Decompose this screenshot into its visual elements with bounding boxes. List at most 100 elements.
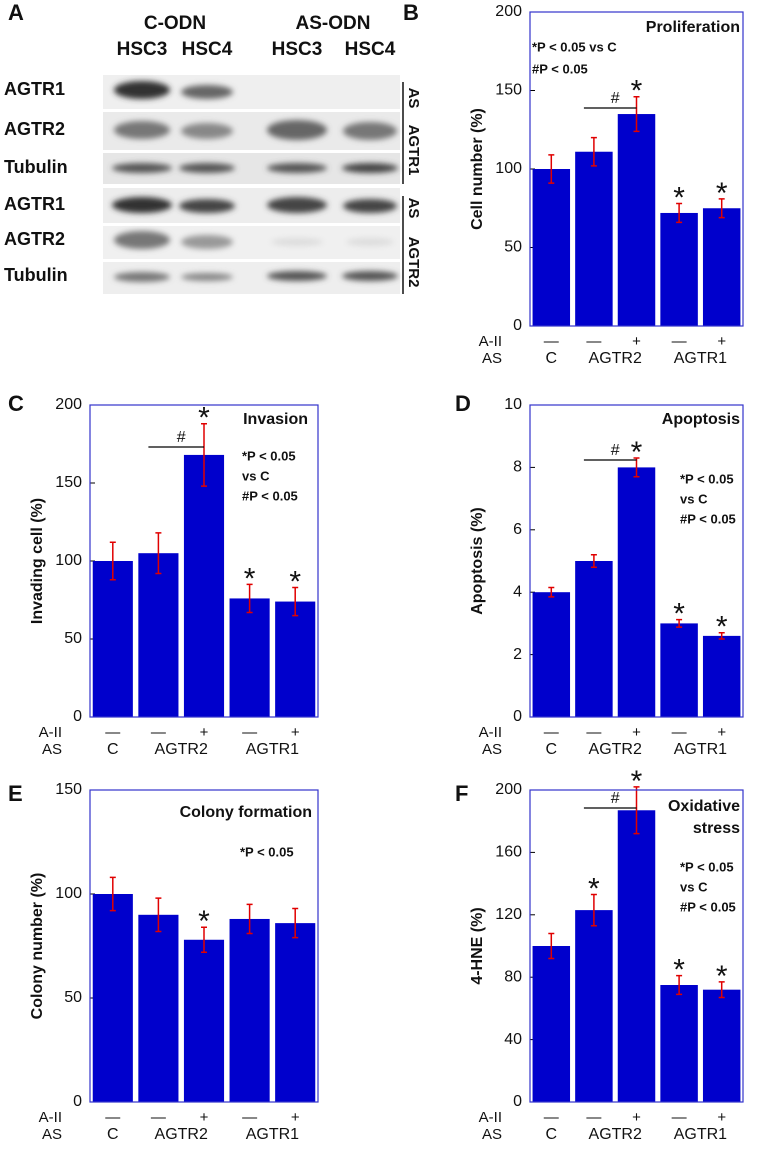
y-tick-label: 0 xyxy=(73,708,82,725)
significance-star: * xyxy=(673,954,685,987)
plot-frame xyxy=(89,789,319,1103)
y-axis-label: Invading cell (%) xyxy=(29,498,46,624)
error-bar xyxy=(201,926,207,953)
significance-star: * xyxy=(673,598,685,631)
significance-star: * xyxy=(631,436,643,469)
x-tick-label: + xyxy=(717,724,726,741)
significance-star: * xyxy=(244,562,256,595)
chart-title: Apoptosis xyxy=(662,411,740,428)
significance-star: * xyxy=(631,75,643,108)
plot-frame xyxy=(529,789,744,1103)
significance-star: * xyxy=(289,565,301,598)
group-label: AGTR2 xyxy=(589,1126,642,1143)
significance-star: * xyxy=(588,872,600,905)
y-axis-label: Apoptosis (%) xyxy=(469,507,486,615)
stat-note: *P < 0.05 xyxy=(680,471,734,486)
side-label: AS xyxy=(405,88,422,109)
x-tick-label: — xyxy=(586,333,601,350)
bracket-label: # xyxy=(611,790,620,807)
stat-note: #P < 0.05 xyxy=(680,511,736,526)
error-bar xyxy=(718,632,725,640)
row-title: A-II xyxy=(39,1109,62,1126)
row-label: Tubulin xyxy=(4,265,68,285)
stat-note: vs C xyxy=(242,468,270,483)
y-tick-label: 200 xyxy=(495,781,522,798)
bar xyxy=(532,946,571,1102)
bar xyxy=(660,985,698,1102)
stat-note: vs C xyxy=(680,491,708,506)
y-axis-label: Colony number (%) xyxy=(29,873,46,1020)
x-tick-label: + xyxy=(632,333,641,350)
row-title: A-II xyxy=(39,724,62,741)
bar xyxy=(275,601,316,717)
group-label: AGTR2 xyxy=(589,741,642,758)
row-title: AS xyxy=(42,1126,62,1143)
stat-note: *P < 0.05 vs C xyxy=(532,39,617,54)
x-tick-label: + xyxy=(717,1109,726,1126)
error-bar xyxy=(676,202,683,224)
stat-note: #P < 0.05 xyxy=(532,61,588,76)
bar xyxy=(702,208,741,326)
group-label: C-ODN xyxy=(144,13,206,34)
panel-letter: F xyxy=(455,781,468,806)
bar xyxy=(92,894,133,1102)
row-title: A-II xyxy=(479,333,502,350)
bar xyxy=(702,635,741,717)
y-tick-label: 50 xyxy=(64,630,82,647)
error-bar xyxy=(548,586,555,598)
error-bar xyxy=(718,198,725,219)
stat-note: #P < 0.05 xyxy=(680,899,736,914)
significance-star: * xyxy=(631,765,643,798)
bar xyxy=(702,989,741,1102)
row-title: AS xyxy=(482,350,502,367)
y-tick-label: 10 xyxy=(504,396,522,413)
panel-letter: E xyxy=(8,781,23,806)
x-tick-label: + xyxy=(291,1109,300,1126)
row-title: AS xyxy=(482,741,502,758)
bar xyxy=(617,810,656,1102)
error-bar xyxy=(109,541,116,581)
group-label: C xyxy=(546,741,558,758)
panel-letter: C xyxy=(8,391,24,416)
group-label: AGTR2 xyxy=(155,1126,208,1143)
chart-title: stress xyxy=(693,820,740,837)
group-label: AGTR2 xyxy=(589,350,642,367)
bar xyxy=(617,114,656,326)
group-label: AS-ODN xyxy=(296,13,371,34)
bracket-label: # xyxy=(177,429,186,446)
significance-star: * xyxy=(716,960,728,993)
group-label: AGTR2 xyxy=(155,741,208,758)
y-tick-label: 120 xyxy=(495,906,522,923)
error-bar xyxy=(155,897,162,933)
y-tick-label: 50 xyxy=(64,989,82,1006)
x-tick-label: + xyxy=(632,724,641,741)
significance-star: * xyxy=(716,177,728,210)
bar xyxy=(660,212,698,326)
plot-frame xyxy=(529,11,744,327)
error-bar xyxy=(109,876,116,912)
error-bar xyxy=(633,457,640,478)
bar xyxy=(229,918,270,1102)
bar xyxy=(575,561,613,717)
error-bar xyxy=(292,907,299,939)
lane-label: HSC3 xyxy=(272,39,323,60)
error-bar xyxy=(633,96,640,133)
group-label: AGTR1 xyxy=(246,1126,299,1143)
x-tick-label: — xyxy=(242,1109,257,1126)
lane-label: HSC4 xyxy=(182,39,233,60)
row-title: A-II xyxy=(479,1109,502,1126)
y-tick-label: 0 xyxy=(513,317,522,334)
error-bar xyxy=(548,932,555,960)
y-tick-label: 150 xyxy=(55,474,82,491)
chart-title: Oxidative xyxy=(668,798,740,815)
error-bar xyxy=(633,786,640,835)
y-tick-label: 150 xyxy=(495,82,522,99)
group-label: AGTR1 xyxy=(674,1126,727,1143)
y-axis-label: 4-HNE (%) xyxy=(469,907,486,984)
error-bar xyxy=(246,583,253,614)
row-label: Tubulin xyxy=(4,157,68,177)
chart-title: Proliferation xyxy=(646,19,740,36)
y-tick-label: 200 xyxy=(495,3,522,20)
y-tick-label: 6 xyxy=(513,521,522,538)
